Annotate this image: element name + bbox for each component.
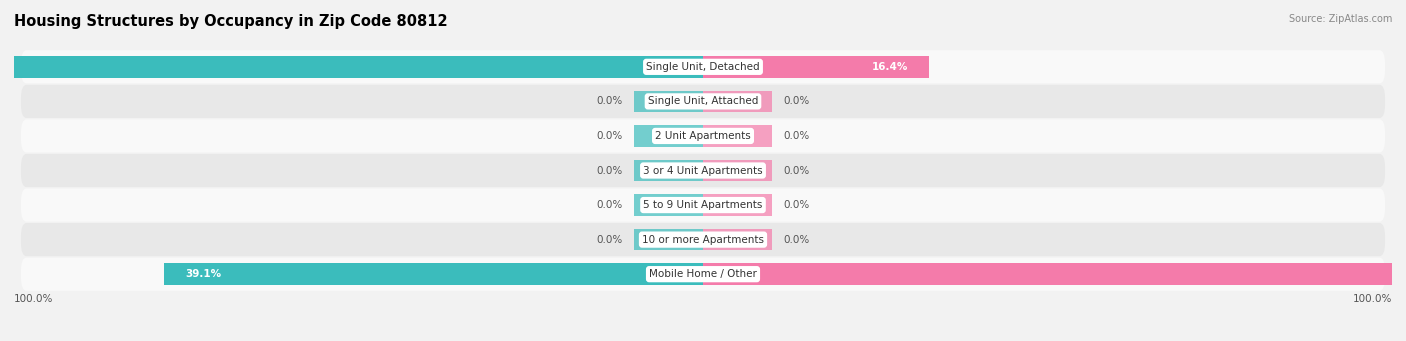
- FancyBboxPatch shape: [21, 223, 1385, 256]
- Bar: [634, 160, 703, 181]
- FancyBboxPatch shape: [21, 154, 1385, 187]
- FancyBboxPatch shape: [21, 257, 1385, 291]
- Bar: [703, 56, 929, 77]
- Bar: [703, 125, 772, 147]
- Text: 39.1%: 39.1%: [186, 269, 221, 279]
- Text: 0.0%: 0.0%: [596, 235, 623, 244]
- Text: 0.0%: 0.0%: [596, 200, 623, 210]
- FancyBboxPatch shape: [21, 50, 1385, 84]
- Text: Mobile Home / Other: Mobile Home / Other: [650, 269, 756, 279]
- Bar: [634, 125, 703, 147]
- Text: 0.0%: 0.0%: [596, 131, 623, 141]
- Text: 0.0%: 0.0%: [783, 131, 810, 141]
- Text: 100.0%: 100.0%: [14, 294, 53, 304]
- Bar: [634, 91, 703, 112]
- Text: Housing Structures by Occupancy in Zip Code 80812: Housing Structures by Occupancy in Zip C…: [14, 14, 447, 29]
- Text: 2 Unit Apartments: 2 Unit Apartments: [655, 131, 751, 141]
- Bar: [703, 160, 772, 181]
- Text: Single Unit, Detached: Single Unit, Detached: [647, 62, 759, 72]
- Text: 0.0%: 0.0%: [596, 165, 623, 176]
- Bar: [165, 264, 703, 285]
- Text: Single Unit, Attached: Single Unit, Attached: [648, 97, 758, 106]
- Bar: [703, 194, 772, 216]
- FancyBboxPatch shape: [21, 85, 1385, 118]
- Bar: [703, 229, 772, 250]
- Text: 100.0%: 100.0%: [1353, 294, 1392, 304]
- Text: 16.4%: 16.4%: [872, 62, 908, 72]
- Text: 0.0%: 0.0%: [783, 165, 810, 176]
- Text: 5 to 9 Unit Apartments: 5 to 9 Unit Apartments: [644, 200, 762, 210]
- Text: 0.0%: 0.0%: [783, 235, 810, 244]
- Bar: [634, 194, 703, 216]
- Bar: [0, 56, 703, 77]
- Bar: [703, 91, 772, 112]
- Bar: [703, 264, 1406, 285]
- Text: Source: ZipAtlas.com: Source: ZipAtlas.com: [1288, 14, 1392, 24]
- FancyBboxPatch shape: [21, 119, 1385, 152]
- Text: 0.0%: 0.0%: [596, 97, 623, 106]
- Text: 3 or 4 Unit Apartments: 3 or 4 Unit Apartments: [643, 165, 763, 176]
- Text: 0.0%: 0.0%: [783, 200, 810, 210]
- Text: 10 or more Apartments: 10 or more Apartments: [643, 235, 763, 244]
- FancyBboxPatch shape: [21, 189, 1385, 222]
- Text: 0.0%: 0.0%: [783, 97, 810, 106]
- Bar: [634, 229, 703, 250]
